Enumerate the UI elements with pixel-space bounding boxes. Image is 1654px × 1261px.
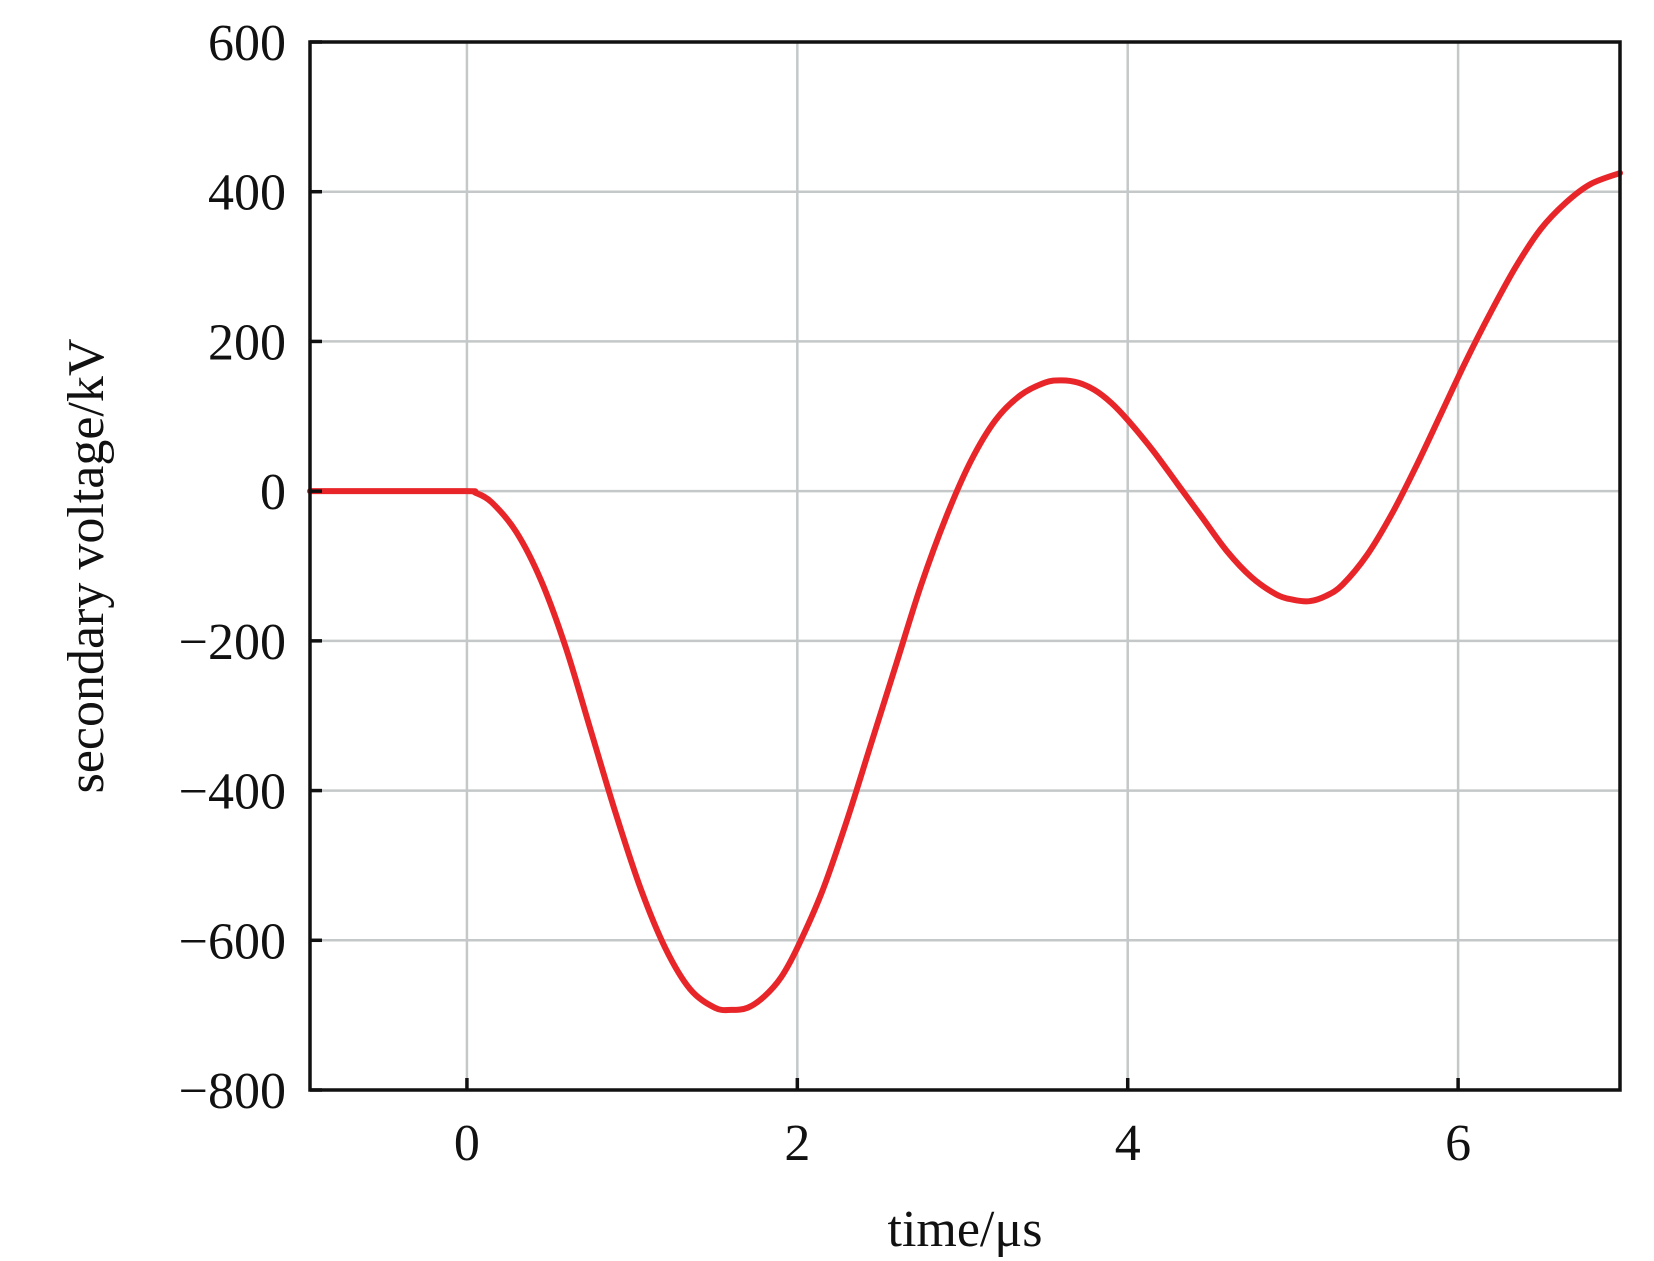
x-tick-label: 2 [784,1115,810,1172]
axes [308,40,1622,1092]
x-axis-title: time/μs [888,1201,1043,1258]
series-line [307,170,1623,1014]
y-tick-label: −200 [179,614,286,671]
y-tick-label: −400 [179,764,286,821]
plot-frame [308,40,1622,1092]
ticks: 0 2 4 6 600 400 200 0 −200 −400 −600 −800 [179,15,1471,1172]
x-tick-label: 4 [1115,1115,1141,1172]
x-tick-label: 0 [454,1115,480,1172]
series-layer [307,170,1623,1014]
y-tick-label: −800 [179,1063,286,1120]
y-axis-title: secondary voltage/kV [58,339,115,794]
y-tick-label: 400 [208,165,286,222]
grid-lines [310,42,1620,1090]
y-tick-label: −600 [179,913,286,970]
y-tick-label: 0 [260,464,286,521]
y-tick-label: 200 [208,314,286,371]
y-tick-label: 600 [208,15,286,72]
x-tick-label: 6 [1445,1115,1471,1172]
